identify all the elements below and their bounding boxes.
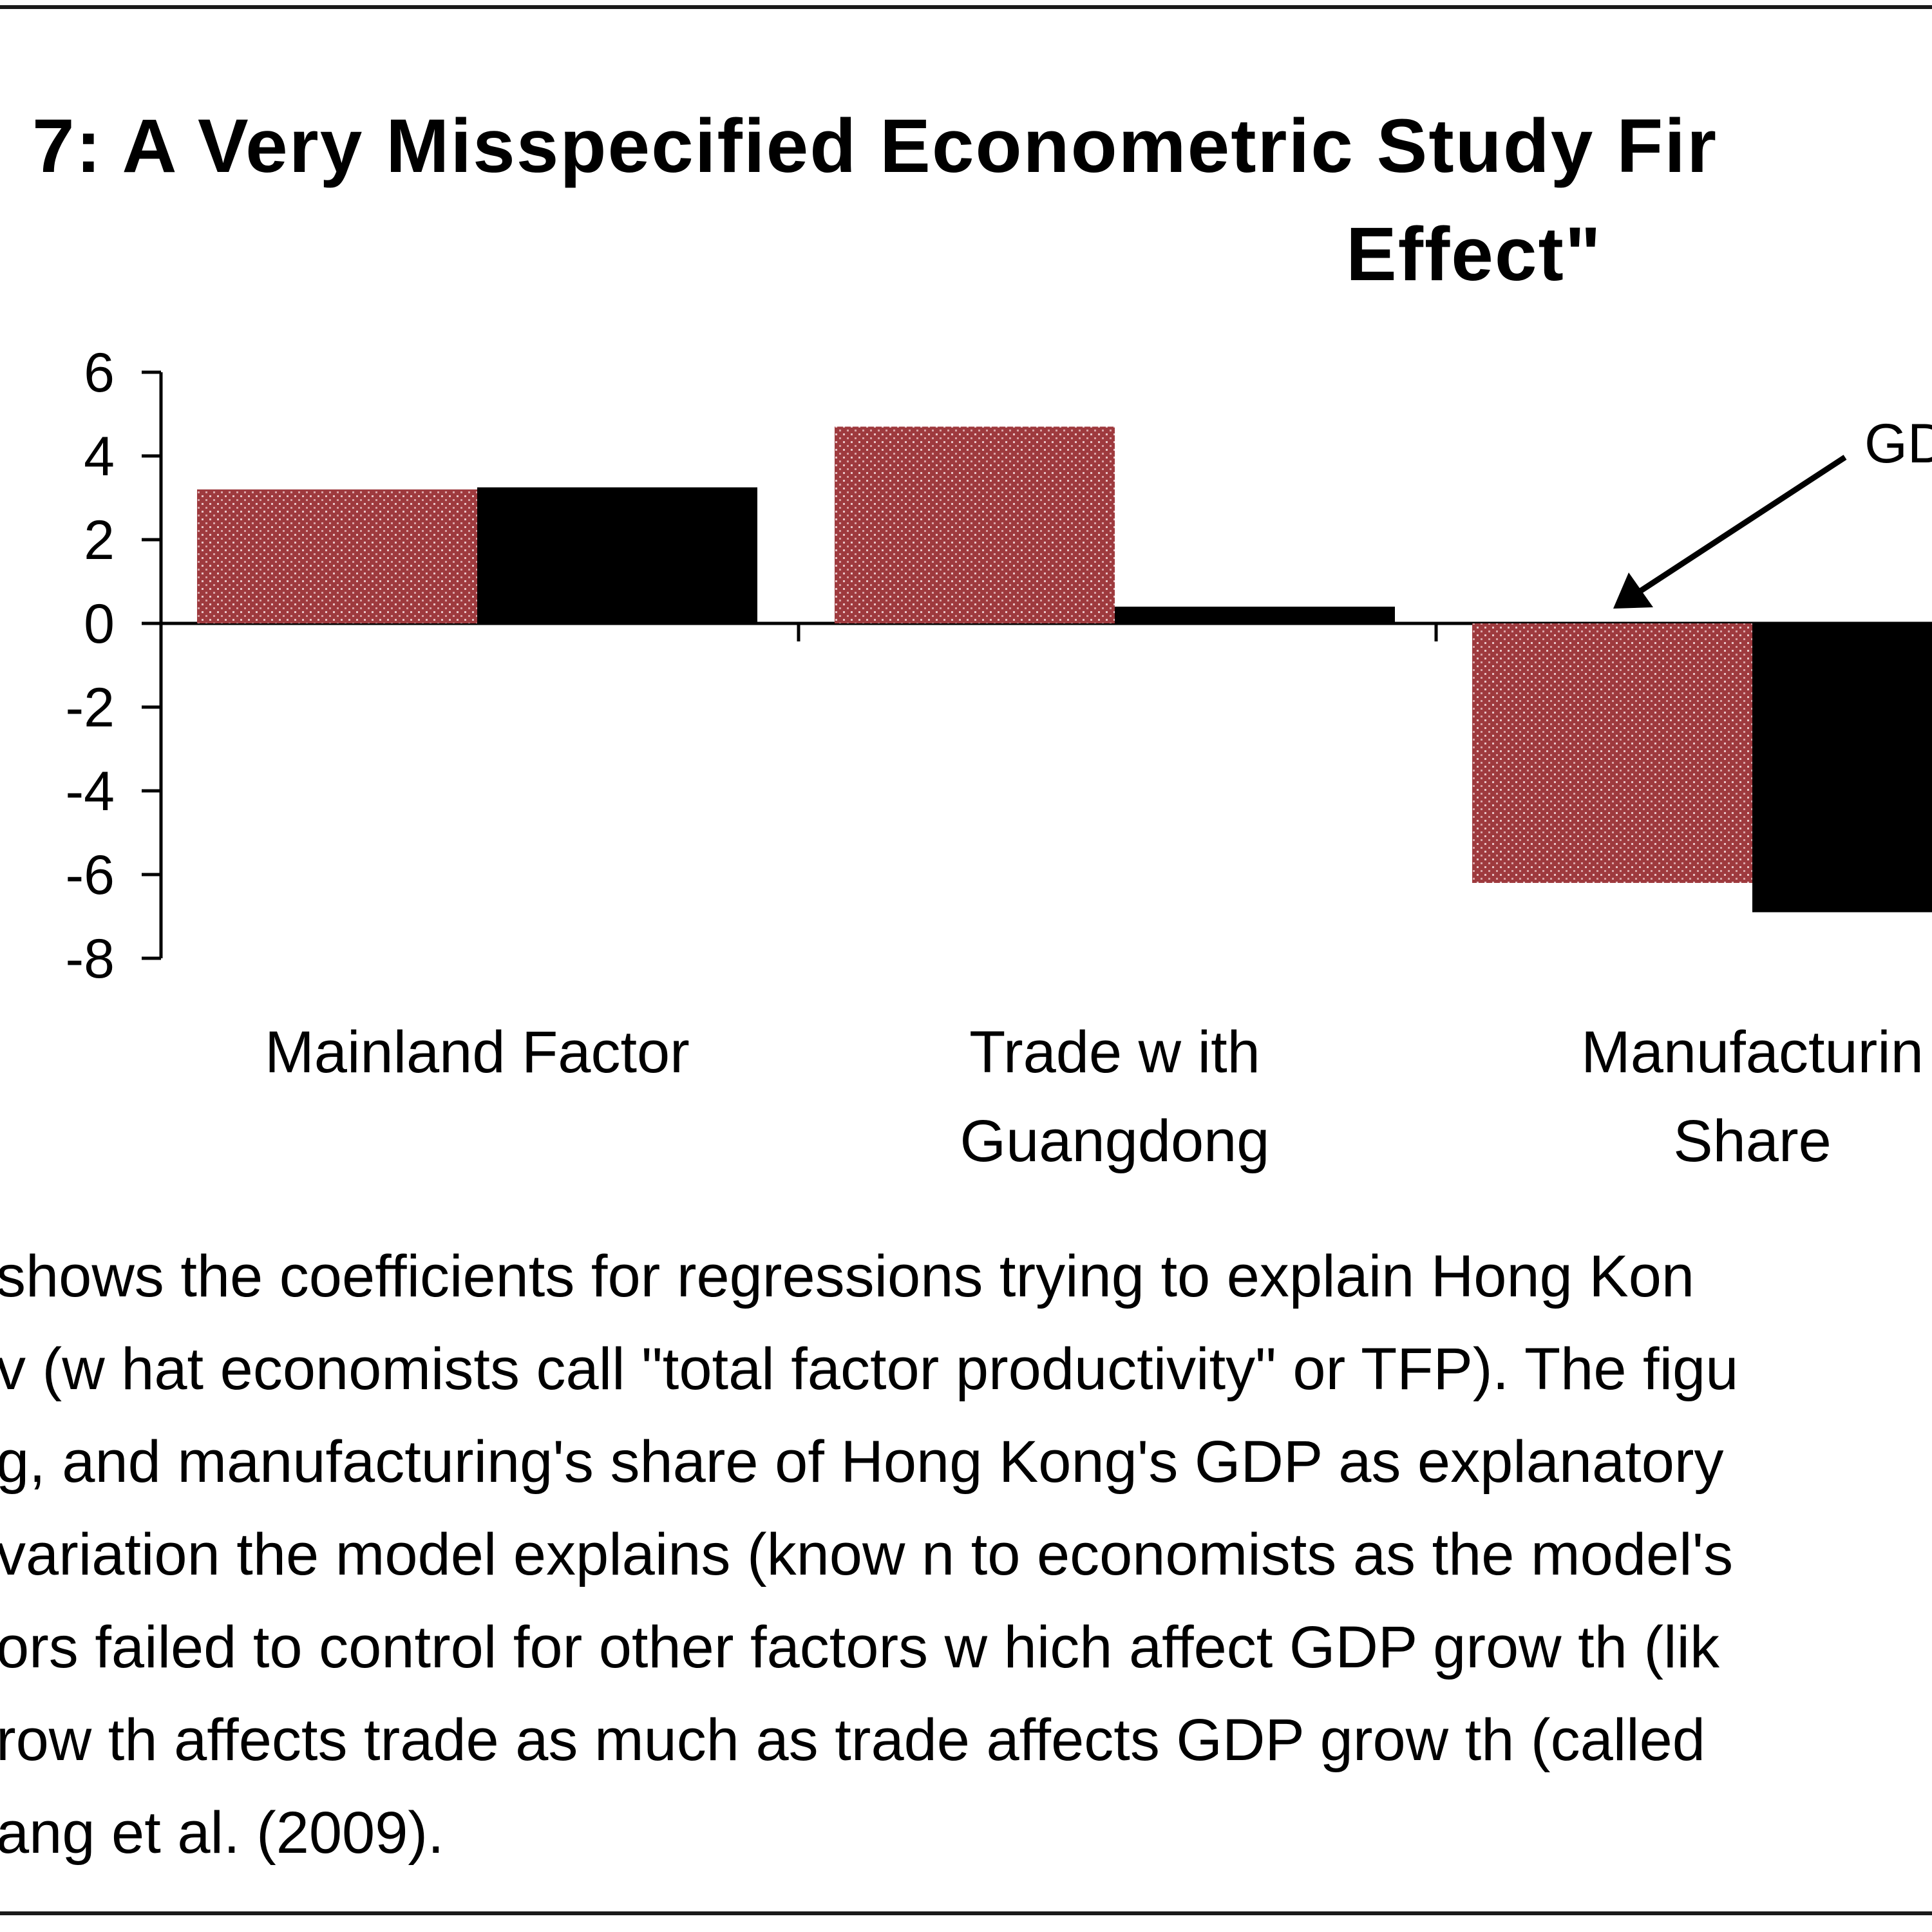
chart-title-line-1: 7: A Very Misspecified Econometric Study… [32,104,1718,189]
caption-line-3: g, and manufacturing's share of Hong Kon… [0,1429,1724,1495]
category-label-1-line-1: Mainland Factor [265,1019,690,1085]
y-tick-label-5: -2 [66,677,115,739]
bar-chart: 6 4 2 0 -2 -4 -6 -8 Mainland Factor Trade w ith Gu… [66,342,1932,1174]
top-border [0,5,1932,9]
bar-series-red-dotted-3 [1472,623,1752,883]
caption-line-4: variation the model explains (know n to … [0,1522,1734,1587]
figure-caption: shows the coefficients for regressions t… [0,1230,1932,1879]
y-tick-label-6: -4 [66,761,115,822]
category-label-2-line-1: Trade w ith [969,1019,1260,1085]
bar-series-red-dotted-2 [835,426,1115,623]
y-tick-label-3: 2 [84,509,115,571]
y-tick-label-8: -8 [66,928,115,990]
annotation-arrowhead-icon [1613,573,1653,609]
bottom-border [0,1911,1932,1915]
bar-series-red-dotted-1 [197,489,477,623]
caption-line-1: shows the coefficients for regressions t… [0,1244,1695,1309]
caption-line-5: ors failed to control for other factors … [0,1615,1719,1680]
bar-series-black-2 [1115,607,1395,623]
y-tick-label-2: 4 [84,426,115,488]
caption-line-2: v (w hat economists call "total factor p… [0,1336,1739,1402]
bar-series-black-3 [1752,623,1932,913]
category-label-2-line-2: Guangdong [960,1108,1270,1174]
y-tick-label-4: 0 [84,593,115,655]
caption-line-7: ang et al. (2009). [0,1800,444,1866]
y-tick-label-1: 6 [84,342,115,404]
category-label-3-line-2: Share [1673,1108,1832,1174]
chart-title-line-2: Effect" [1346,212,1602,297]
bar-series-black-1 [477,487,757,623]
category-label-3-line-1: Manufacturin [1581,1019,1924,1085]
annotation-arrow-line [1629,455,1847,600]
annotation-label: GD [1864,413,1932,475]
y-tick-label-7: -6 [66,844,115,906]
caption-line-6: row th affects trade as much as trade af… [0,1707,1705,1773]
